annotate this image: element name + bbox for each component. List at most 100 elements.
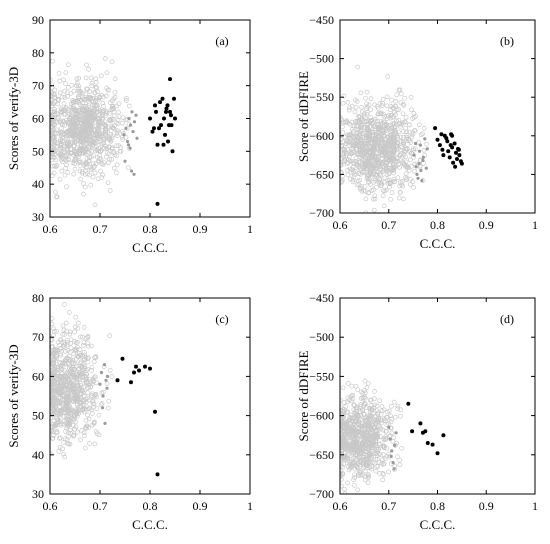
panel-d-background-point — [364, 446, 370, 452]
panel-a-background-point — [95, 89, 100, 95]
panel-b-background-point — [404, 146, 409, 152]
panel-b-mid-point — [414, 141, 418, 146]
panel-b-background-point — [362, 188, 368, 194]
panel-b-background-point — [362, 154, 368, 160]
panel-a-top-point — [172, 96, 176, 101]
panel-d-background-point — [346, 467, 352, 473]
panel-a-top-point — [163, 132, 167, 137]
panel-a-background-point — [60, 138, 65, 143]
panel-b-background-point — [366, 102, 372, 108]
panel-a-background-point — [61, 101, 67, 106]
panel-b-background-point — [364, 89, 370, 95]
panel-a-background-point — [84, 62, 89, 68]
panel-a-background-point — [87, 89, 93, 94]
panel-b-ticks: 0.6 0.7 0.8 0.9 1 −700 −650 −600 −550 −500 −450 — [309, 13, 538, 232]
panel-a-background-point — [82, 132, 88, 138]
panel-a-background-point — [102, 113, 108, 118]
panel-c-background-point — [104, 381, 110, 387]
panel-d-background-point — [360, 417, 365, 423]
panel-a-background-point — [86, 67, 92, 72]
panel-c-background-point — [76, 354, 82, 360]
panel-b-background-point — [363, 196, 369, 202]
panel-a-background-point — [88, 167, 94, 173]
panel-b-background-point — [380, 152, 385, 158]
panel-a-background-point — [50, 119, 56, 124]
panel-b-background-point — [386, 134, 392, 140]
panel-a-background-point — [83, 75, 89, 81]
panel-a-background-point — [50, 136, 54, 141]
panel-b-background-point — [388, 180, 394, 186]
panel-c-background-point — [51, 395, 56, 401]
panel-b-background-point — [384, 134, 390, 140]
panel-a-background-point — [63, 165, 68, 171]
panel-b-background-point — [368, 115, 374, 120]
panel-c-background-point — [75, 372, 80, 377]
panel-d-background-point — [384, 445, 390, 451]
panel-a-background-point — [63, 70, 69, 76]
panel-c-background-point — [50, 403, 55, 408]
panel-a-background-point — [50, 98, 54, 103]
panel-c-background-point — [70, 372, 76, 378]
panel-b-background-point — [412, 128, 417, 133]
panel-c-top-point — [134, 364, 138, 369]
panel-b-background-point — [384, 167, 390, 173]
panel-c-background-point — [86, 355, 91, 361]
panel-d-mid-point — [394, 431, 398, 435]
panel-b-mid-point — [423, 137, 427, 141]
panel-c-background-point — [59, 381, 65, 387]
panel-d-background-point — [373, 438, 379, 444]
panel-a-background-point — [66, 85, 71, 90]
panel-a-background-point — [83, 146, 88, 151]
panel-c-background-point — [81, 340, 87, 345]
panel-a-background-point — [67, 125, 73, 130]
panel-a-background-point — [126, 103, 132, 109]
panel-d-xtick-label: 1 — [532, 499, 538, 513]
panel-d-background-point — [345, 409, 350, 415]
panel-a-top-point — [161, 142, 166, 147]
panel-b-background-point — [344, 139, 350, 145]
panel-b-background-point — [400, 129, 406, 134]
panel-c-background-point — [50, 321, 55, 327]
panel-b-background-point — [373, 154, 379, 160]
panel-b-background-point — [363, 115, 368, 121]
panel-b-background-point — [341, 151, 346, 157]
panel-a-background-point — [99, 141, 104, 147]
panel-b-mid-point — [419, 168, 423, 173]
panel-d-background-point — [376, 415, 381, 421]
panel-d-background-point — [361, 463, 367, 469]
panel-d-background-point — [345, 448, 351, 454]
panel-b-background-point — [371, 158, 377, 164]
panel-c-background-point — [71, 413, 77, 419]
panel-d-background-point — [383, 428, 389, 434]
panel-b-background-point — [371, 187, 376, 193]
panel-a-background-point — [101, 108, 107, 113]
panel-b-background-point — [401, 103, 407, 108]
panel-a-background-point — [124, 98, 129, 103]
panel-c-background-point — [85, 359, 91, 365]
panel-b-background-point — [398, 190, 403, 195]
panel-c-background-point — [55, 364, 61, 370]
panel-b-background-point — [354, 182, 360, 188]
panel-d-background-point — [390, 438, 396, 444]
panel-b-background-point — [362, 184, 368, 189]
panel-a-top-point — [155, 201, 160, 206]
panel-b-top-point — [454, 150, 458, 155]
panel-b-background-point — [403, 159, 409, 165]
panel-a-background-point — [64, 141, 70, 147]
panel-b-background-point — [403, 171, 409, 177]
panel-a-background-point — [72, 140, 78, 146]
panel-c-background-point — [92, 374, 98, 380]
panel-a-background-point — [114, 103, 119, 109]
panel-a-background-point — [65, 109, 71, 115]
panel-b-top-point — [455, 157, 459, 161]
panel-c-background-point — [63, 320, 69, 326]
panel-a-background-point — [103, 93, 109, 99]
panel-c-ytick-label: 70 — [32, 330, 44, 344]
panel-b-background-point — [380, 161, 386, 167]
panel-b-background-point — [359, 169, 365, 175]
panel-c-background-point — [54, 347, 60, 353]
panel-b-background-point — [400, 140, 406, 145]
panel-a-ytick-label: 70 — [32, 79, 44, 93]
panel-c-background-point — [57, 375, 63, 381]
panel-b-background-point — [389, 97, 394, 103]
